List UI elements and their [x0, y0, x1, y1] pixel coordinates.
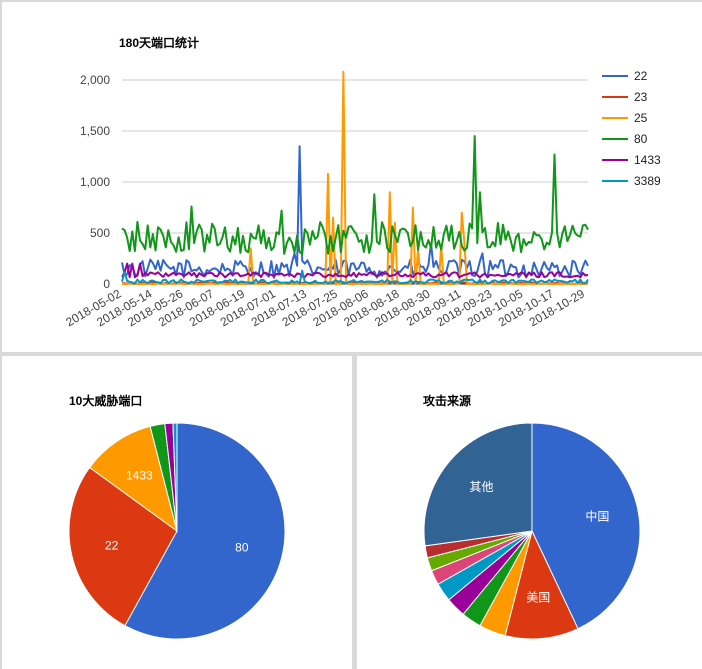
threat-ports-panel: 10大威胁端口 80 22 1433	[2, 356, 352, 669]
pie-slice	[124, 422, 286, 640]
y-tick-label: 1,000	[80, 175, 110, 189]
pie-slice	[531, 422, 641, 630]
threat-ports-title: 10大威胁端口	[69, 393, 142, 408]
series-line-80	[121, 135, 589, 256]
y-tick-label: 2,000	[80, 73, 110, 87]
pie-slice-label: 其他	[469, 480, 493, 494]
pie-slice	[172, 422, 178, 532]
pie-slice	[68, 466, 178, 627]
attack-source-title: 攻击来源	[423, 393, 471, 408]
series-line-22	[121, 145, 589, 279]
series-line-3389	[121, 269, 589, 285]
y-tick-label: 500	[90, 226, 110, 240]
pie-slice-label: 1433	[126, 469, 153, 483]
legend-label: 23	[634, 90, 648, 104]
series-line-25	[122, 70, 589, 285]
pie-slice-label: 中国	[585, 508, 609, 523]
legend-label: 25	[634, 111, 648, 125]
y-tick-label: 0	[103, 277, 110, 291]
pie-slice-label: 80	[235, 541, 249, 555]
legend-label: 3389	[634, 174, 661, 188]
line-chart-title: 180天端口统计	[119, 35, 199, 50]
y-tick-label: 1,500	[80, 124, 110, 138]
attack-source-panel: 攻击来源 中国美国 其他	[357, 356, 702, 669]
pie-slice	[88, 425, 178, 533]
legend-label: 80	[634, 132, 648, 146]
pie-slice-label: 美国	[526, 591, 550, 605]
pie-slice	[504, 529, 579, 640]
series-line-1433	[121, 262, 589, 279]
line-chart-panel: 180天端口统计 0 500 1,000 1,500 2,000 2018-05-02 2…	[2, 2, 702, 352]
threat-ports-pie: 10大威胁端口 80 22 1433	[68, 393, 286, 640]
legend-label: 1433	[634, 153, 661, 167]
pie-slice	[423, 422, 533, 547]
pie-slice-label: 22	[105, 539, 119, 553]
legend-label: 22	[634, 69, 648, 83]
